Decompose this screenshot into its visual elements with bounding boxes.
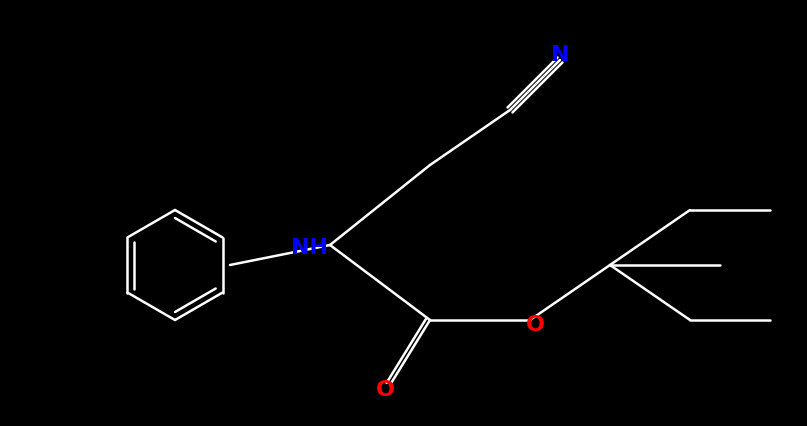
Text: O: O	[375, 380, 395, 400]
Text: O: O	[525, 315, 545, 335]
Text: N: N	[550, 45, 569, 65]
Text: NH: NH	[291, 238, 328, 258]
